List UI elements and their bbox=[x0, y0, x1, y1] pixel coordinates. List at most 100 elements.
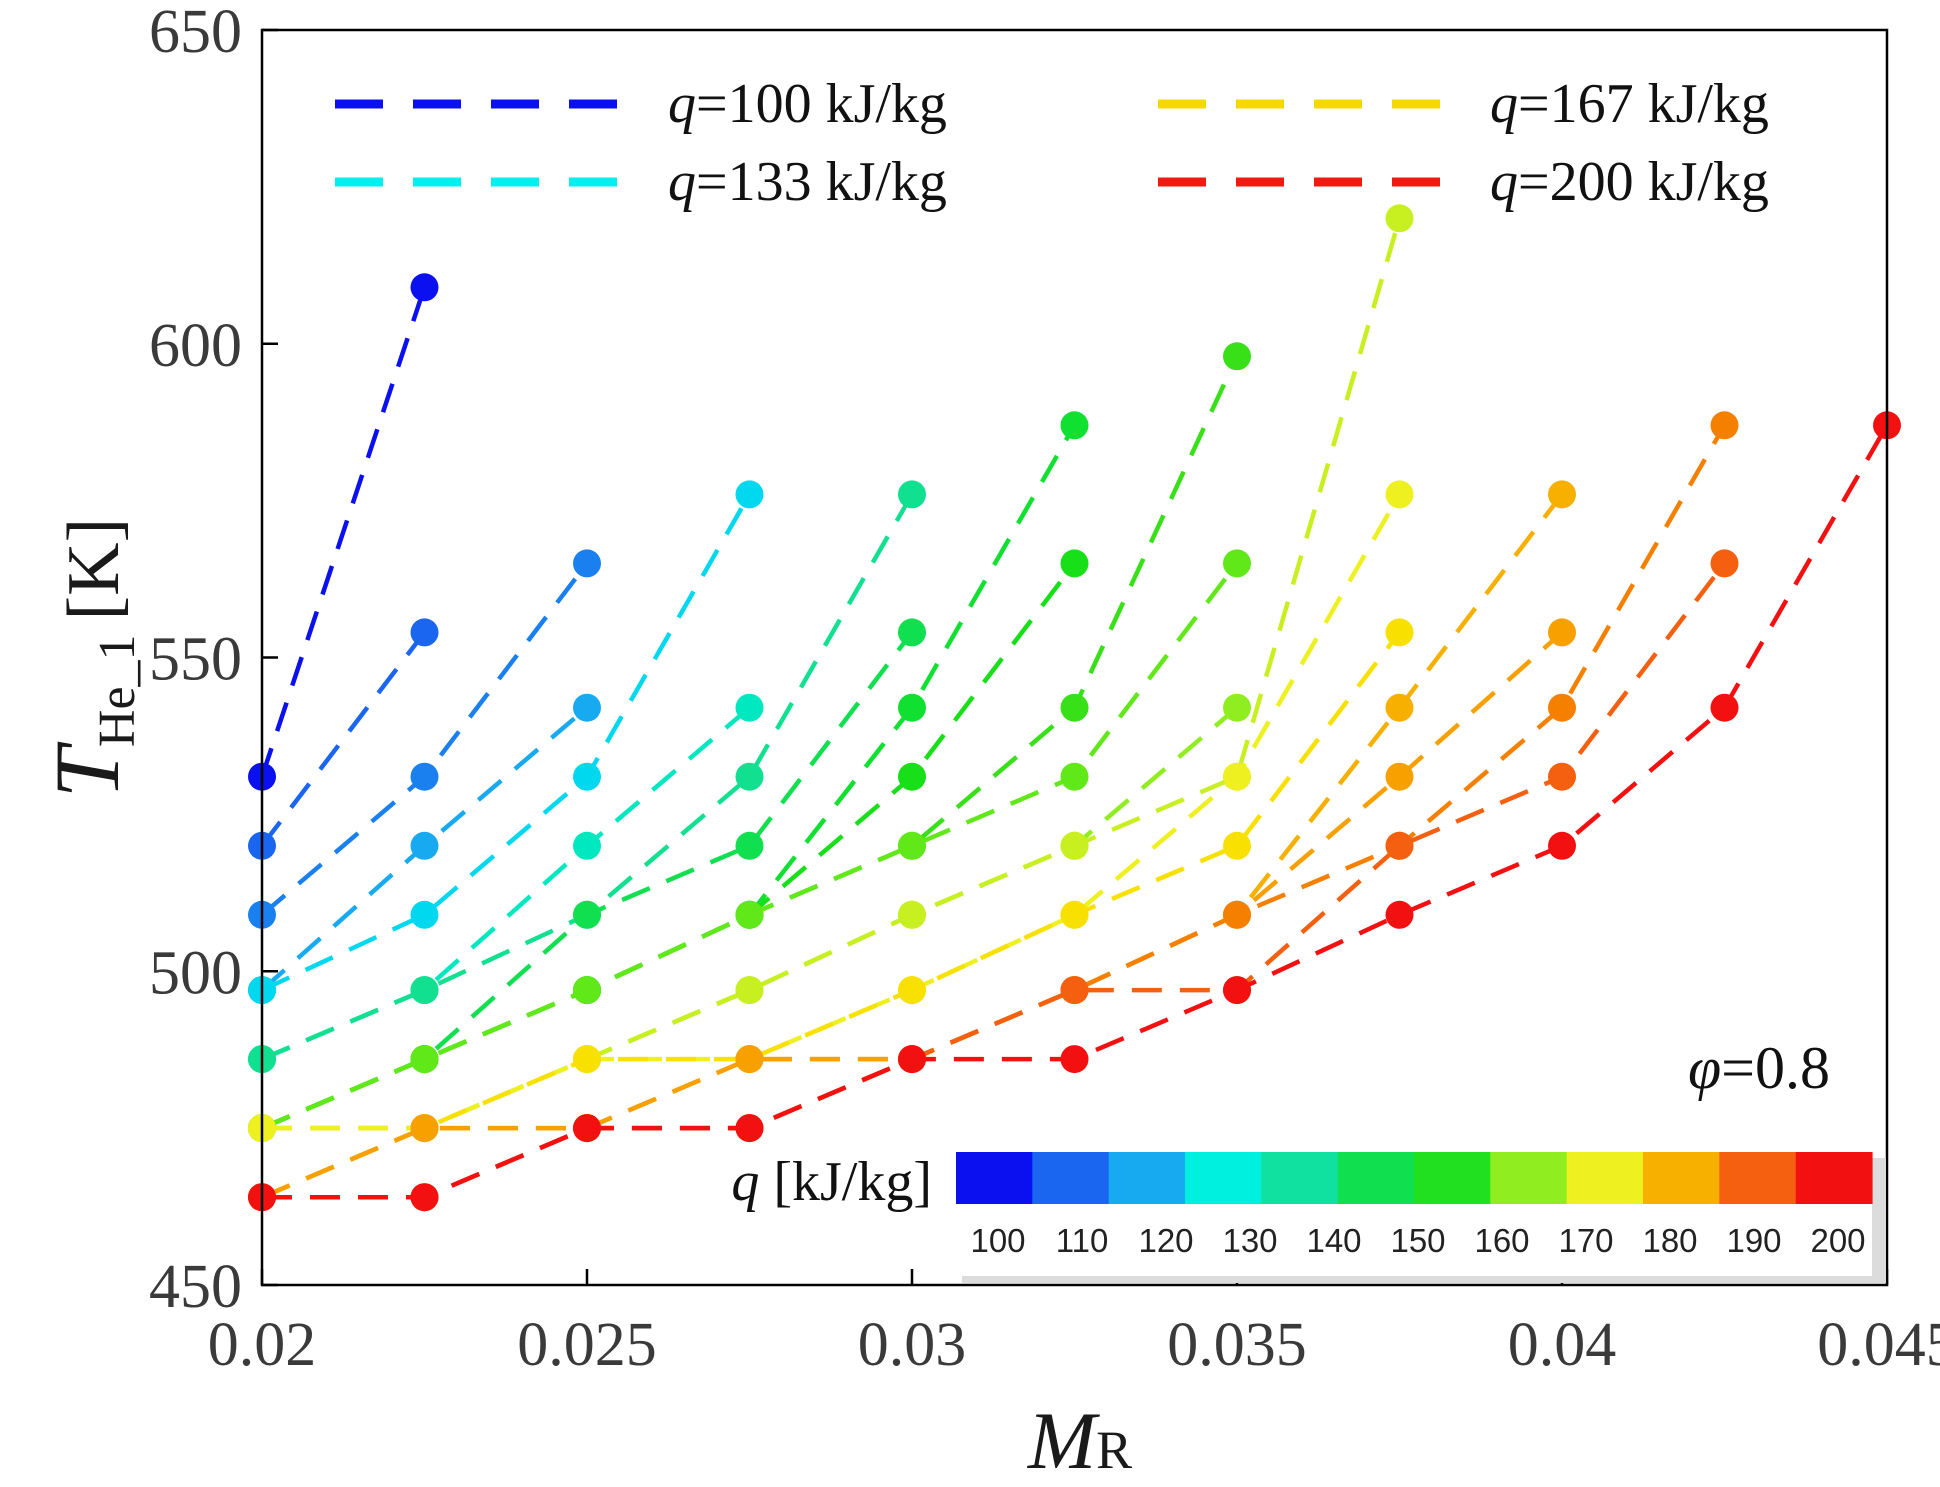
series-line bbox=[262, 493, 1402, 1131]
data-point bbox=[1385, 204, 1414, 233]
series-line bbox=[262, 424, 1889, 1200]
data-point bbox=[573, 831, 601, 860]
y-axis-title-unit: [K] bbox=[53, 518, 135, 621]
data-point bbox=[410, 900, 439, 929]
tick-layer: 0.02 0.025 0.03 0.035 0.04 0.045 450 500 550 600 6… bbox=[149, 0, 1940, 1379]
colorbar-swatch bbox=[1414, 1152, 1491, 1204]
x-axis-title-main: M bbox=[1027, 1395, 1101, 1486]
colorbar-tick-label: 190 bbox=[1726, 1222, 1781, 1259]
legend-q-value: =200 kJ/kg bbox=[1518, 151, 1769, 213]
y-axis-title-sub: He_1 bbox=[89, 634, 146, 747]
phi-value: =0.8 bbox=[1721, 1035, 1830, 1101]
colorbar-tick-label: 180 bbox=[1642, 1222, 1697, 1259]
data-point bbox=[1385, 480, 1414, 509]
data-point bbox=[410, 976, 439, 1005]
legend-q-symbol: q bbox=[668, 151, 696, 213]
y-tick-label: 650 bbox=[149, 0, 242, 66]
data-point bbox=[1548, 618, 1576, 647]
data-point bbox=[410, 1183, 439, 1212]
x-tick-label: 0.025 bbox=[517, 1311, 657, 1379]
data-point bbox=[573, 1045, 601, 1074]
series-line bbox=[259, 286, 427, 778]
y-axis-title: THe_1 [K] bbox=[36, 518, 146, 799]
data-point bbox=[898, 762, 926, 791]
data-point bbox=[1060, 976, 1089, 1005]
data-point bbox=[1223, 900, 1251, 929]
data-point bbox=[898, 900, 926, 929]
phi-annotation: φ=0.8 bbox=[1688, 1035, 1830, 1101]
colorbar-tick-label: 140 bbox=[1306, 1222, 1361, 1259]
data-point bbox=[1223, 762, 1251, 791]
data-point bbox=[1548, 480, 1576, 509]
data-point bbox=[1385, 900, 1414, 929]
colorbar-swatch bbox=[1337, 1152, 1415, 1204]
y-tick-label: 450 bbox=[149, 1253, 242, 1321]
data-point bbox=[898, 480, 926, 509]
data-point bbox=[1385, 762, 1414, 791]
colorbar-tick-label: 100 bbox=[970, 1222, 1025, 1259]
colorbar-tick-label: 160 bbox=[1474, 1222, 1529, 1259]
legend-q-value: =133 kJ/kg bbox=[696, 151, 947, 213]
phi-symbol: φ bbox=[1688, 1035, 1721, 1101]
x-tick-label: 0.045 bbox=[1817, 1311, 1940, 1379]
data-point bbox=[1223, 831, 1251, 860]
data-point bbox=[1060, 693, 1089, 722]
data-point bbox=[573, 693, 601, 722]
colorbar-swatch bbox=[1108, 1152, 1186, 1204]
data-point bbox=[898, 693, 926, 722]
data-point bbox=[573, 1114, 601, 1143]
data-point bbox=[1060, 762, 1089, 791]
x-tick-label: 0.02 bbox=[208, 1311, 317, 1379]
series-14 bbox=[248, 480, 1414, 1143]
colorbar-swatch bbox=[1795, 1152, 1873, 1204]
series-4 bbox=[248, 480, 764, 1005]
colorbar-swatch bbox=[956, 1152, 1033, 1204]
x-tick-label: 0.04 bbox=[1508, 1311, 1617, 1379]
data-point bbox=[1223, 976, 1251, 1005]
data-point bbox=[898, 831, 926, 860]
legend-label-q167: q=167 kJ/kg bbox=[1490, 73, 1769, 135]
y-axis-title-main: T bbox=[36, 741, 138, 798]
colorbar-unit: [kJ/kg] bbox=[759, 1151, 932, 1213]
x-axis-title-sub: R bbox=[1096, 1420, 1132, 1480]
data-point bbox=[1385, 693, 1414, 722]
data-point bbox=[1060, 831, 1089, 860]
series-line bbox=[260, 562, 589, 917]
data-point bbox=[735, 693, 764, 722]
colorbar-tick-label: 120 bbox=[1138, 1222, 1193, 1259]
series-1 bbox=[248, 618, 439, 860]
legend-label-q100: q=100 kJ/kg bbox=[668, 73, 947, 135]
colorbar-swatch bbox=[1261, 1152, 1339, 1204]
data-point bbox=[1548, 762, 1576, 791]
y-tick-label: 500 bbox=[149, 939, 242, 1007]
data-point bbox=[1223, 549, 1251, 578]
data-point bbox=[1385, 831, 1414, 860]
data-point bbox=[735, 1114, 764, 1143]
colorbar-swatch bbox=[1643, 1152, 1720, 1204]
data-point bbox=[1710, 411, 1739, 440]
colorbar-ticks: 100 110 120 130 140 150 160 170 180 190 200 bbox=[970, 1222, 1865, 1259]
series-0 bbox=[248, 273, 439, 791]
series-2 bbox=[248, 549, 601, 929]
data-point bbox=[735, 976, 764, 1005]
x-tick-label: 0.03 bbox=[858, 1311, 967, 1379]
plot-frame bbox=[260, 28, 1889, 1287]
series-line bbox=[262, 217, 1402, 1131]
data-point bbox=[573, 976, 601, 1005]
data-point bbox=[573, 549, 601, 578]
data-point bbox=[410, 1114, 439, 1143]
legend-q-value: =167 kJ/kg bbox=[1518, 73, 1769, 135]
data-point bbox=[410, 762, 439, 791]
data-point bbox=[735, 762, 764, 791]
data-point bbox=[735, 480, 764, 509]
colorbar-swatch bbox=[1032, 1152, 1110, 1204]
data-point bbox=[1548, 693, 1576, 722]
colorbar-swatches bbox=[956, 1152, 1873, 1204]
data-point bbox=[573, 900, 601, 929]
y-tick-label: 550 bbox=[149, 626, 242, 694]
series-line bbox=[261, 631, 1402, 1200]
colorbar-q-symbol: q bbox=[731, 1151, 759, 1213]
colorbar-tick-label: 150 bbox=[1390, 1222, 1445, 1259]
x-tick-label: 0.035 bbox=[1167, 1311, 1307, 1379]
